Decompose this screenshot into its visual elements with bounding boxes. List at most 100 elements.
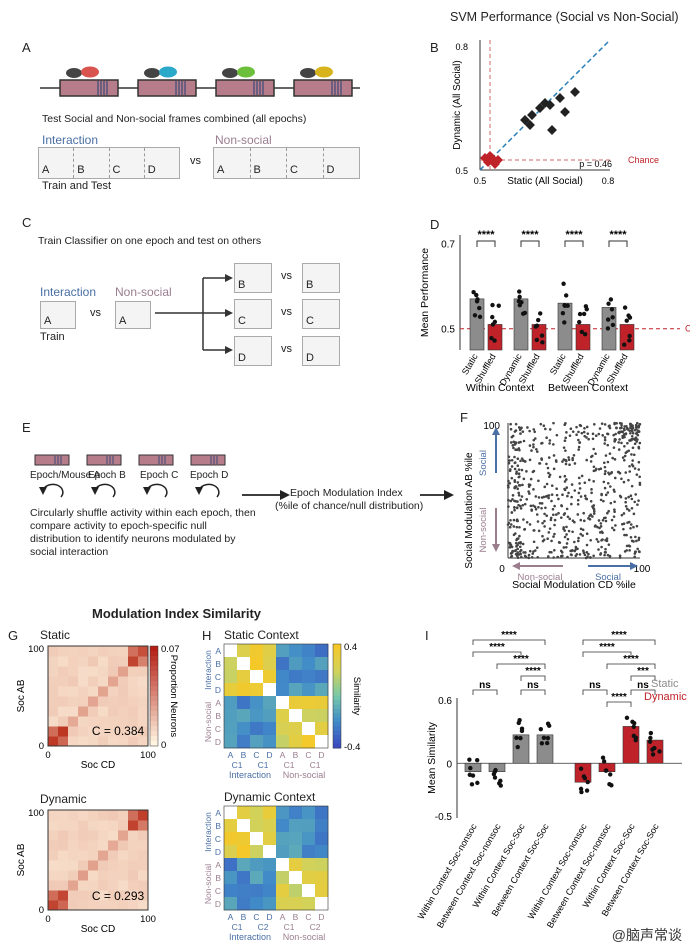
- data-point: [579, 532, 583, 536]
- data-point: [582, 332, 588, 337]
- test-row-b: B vs B: [234, 263, 354, 293]
- heatmap-cell: [118, 696, 129, 707]
- data-point: [524, 551, 527, 554]
- heatmap-cell: [78, 820, 89, 831]
- data-point: [607, 782, 612, 787]
- heatmap-cell: [48, 656, 59, 667]
- sig-bracket: [476, 240, 496, 247]
- data-point: [490, 302, 495, 308]
- data-point: [518, 475, 521, 478]
- data-point: [621, 430, 624, 434]
- data-point: [511, 434, 515, 438]
- data-point: [638, 422, 642, 426]
- data-point: [624, 504, 628, 508]
- data-point: [541, 521, 544, 525]
- data-point: [541, 534, 544, 538]
- x-tick-0: 0: [45, 750, 50, 761]
- heatmap-cell: [128, 860, 139, 871]
- data-point: [556, 555, 559, 559]
- matrix-cell: [250, 897, 264, 911]
- data-point: [552, 513, 555, 517]
- group-label: Within Context: [466, 382, 534, 394]
- data-point: [602, 480, 606, 484]
- data-point: [534, 337, 539, 343]
- data-point: [637, 425, 641, 429]
- heatmap-cell: [88, 726, 99, 737]
- panel-f: F 100 0 100 Social Modulation CD %ile Social…: [460, 410, 690, 605]
- data-point: [609, 471, 613, 475]
- row-group-label: Interaction: [203, 812, 213, 852]
- y-tick-hi: 0.6: [438, 696, 452, 707]
- matrix-cell: [302, 819, 316, 833]
- panel-b-scatter: 0.5 0.8 0.5 0.8 Static (All Social) Dynamic (…: [452, 39, 659, 187]
- heatmap-cell: [108, 810, 119, 821]
- bar: [574, 762, 592, 783]
- data-point: [650, 752, 656, 757]
- panel-h-static-title: Static Context: [224, 628, 299, 642]
- data-point: [518, 525, 521, 529]
- data-point: [577, 438, 580, 442]
- arrowhead-right: [630, 562, 638, 570]
- colorbar-segment: [150, 681, 158, 687]
- matrix-cell: [276, 858, 289, 871]
- colorbar-segment: [150, 686, 158, 692]
- data-point: [604, 519, 608, 523]
- heatmap-cell: [108, 706, 119, 717]
- colorbar-segment: [333, 691, 341, 697]
- heatmap-cell: [88, 676, 99, 687]
- data-point: [597, 548, 600, 551]
- data-point: [545, 735, 551, 741]
- matrix-cell: [315, 696, 329, 710]
- test-row-c: C vs C: [234, 299, 354, 329]
- data-point: [628, 429, 631, 433]
- data-point: [555, 433, 559, 437]
- data-point: [583, 481, 587, 485]
- heatmap-cell: [78, 686, 89, 697]
- group-label: Between Context: [548, 382, 628, 394]
- data-point: [635, 425, 638, 428]
- data-point: [600, 492, 603, 496]
- data-point: [468, 765, 473, 771]
- shuffle-arrow: [42, 483, 64, 498]
- matrix-cell: [250, 806, 264, 820]
- heatmap-cell: [108, 850, 119, 861]
- data-point: [544, 506, 547, 510]
- heatmap-cell: [78, 646, 89, 657]
- data-point: [522, 518, 525, 521]
- matrix-cell: [276, 683, 290, 697]
- frame-d: D: [147, 164, 156, 176]
- heatmap-cell: [118, 646, 129, 657]
- matrix-cell: [289, 858, 303, 872]
- heatmap-cell: [128, 716, 139, 727]
- matrix-cell: [315, 670, 329, 684]
- heatmap-cell: [68, 686, 79, 697]
- data-point: [592, 465, 596, 469]
- data-point: [623, 428, 626, 432]
- bar: [464, 762, 482, 772]
- heatmap-cell: [58, 716, 69, 727]
- panel-f-letter: F: [460, 410, 468, 425]
- matrix-cell: [224, 722, 238, 736]
- data-point: [515, 525, 519, 529]
- heatmap-cell: [108, 830, 119, 841]
- colorbar-segment: [150, 661, 158, 667]
- heatmap-cell: [78, 890, 89, 901]
- data-point: [618, 554, 622, 558]
- colorbar-segment: [333, 665, 341, 671]
- colorbar-segment: [333, 739, 341, 745]
- matrix-cell: [237, 871, 251, 885]
- p-value: p = 0.46: [579, 159, 612, 169]
- panel-c-train: Train: [40, 331, 65, 343]
- data-point: [578, 786, 584, 792]
- data-point: [586, 555, 589, 559]
- colorbar-max: 0.4: [344, 642, 357, 653]
- data-point: [624, 715, 630, 720]
- data-point: [630, 506, 634, 510]
- test-frame: B: [302, 263, 340, 293]
- shuffle-arrow: [198, 483, 220, 498]
- data-point: [545, 436, 548, 440]
- data-point: [514, 532, 517, 535]
